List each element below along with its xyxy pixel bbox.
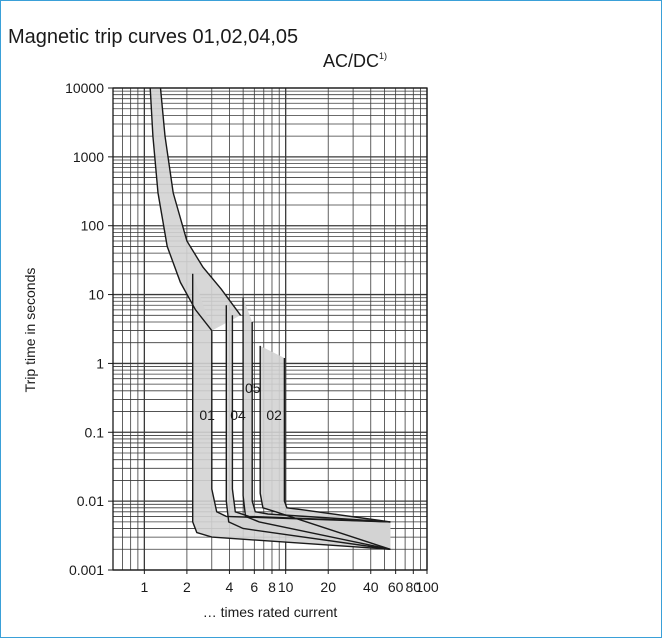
x-tick-label: 6 bbox=[250, 579, 258, 595]
y-tick-label: 1 bbox=[96, 355, 104, 371]
subtitle-footnote: 1) bbox=[379, 51, 388, 61]
common-band-lower-line bbox=[149, 87, 213, 332]
y-tick-label: 10 bbox=[88, 287, 104, 303]
series-04-upper-line bbox=[231, 315, 391, 523]
series-05-lower-line bbox=[242, 297, 391, 550]
y-tick-label: 0.01 bbox=[77, 493, 104, 509]
plot-border bbox=[112, 87, 428, 571]
curve-label-04: 04 bbox=[230, 407, 246, 423]
curve-labels: 01 04 05 02 bbox=[199, 380, 282, 423]
curve-label-02: 02 bbox=[266, 407, 282, 423]
x-tick-label: 1 bbox=[140, 579, 148, 595]
x-tick-label: 2 bbox=[183, 579, 191, 595]
series-04-lower-line bbox=[225, 305, 391, 550]
x-tick-label: 4 bbox=[226, 579, 234, 595]
chart-subtitle: AC/DC1) bbox=[323, 51, 387, 72]
x-tick-label: 80 bbox=[406, 579, 422, 595]
x-tick-label: 20 bbox=[320, 579, 336, 595]
series-01-lower-line bbox=[192, 273, 391, 550]
y-tick-label: 0.1 bbox=[85, 424, 105, 440]
x-tick-label: 100 bbox=[415, 579, 439, 595]
y-tick-label: 0.001 bbox=[69, 562, 104, 578]
y-tick-label: 100 bbox=[81, 218, 105, 234]
curve-label-05: 05 bbox=[245, 380, 261, 396]
series-02-upper-line bbox=[283, 358, 391, 523]
x-tick-label: 10 bbox=[278, 579, 294, 595]
series-02-lower-line bbox=[259, 345, 391, 550]
band-02-fill bbox=[260, 345, 391, 550]
x-tick-label: 8 bbox=[268, 579, 276, 595]
x-tick-label: 60 bbox=[388, 579, 404, 595]
series-01-upper-line bbox=[211, 330, 391, 523]
series-05-upper-line bbox=[251, 322, 391, 523]
chart-title: Magnetic trip curves 01,02,04,05 bbox=[8, 26, 299, 48]
y-tick-label: 10000 bbox=[65, 80, 104, 96]
common-band-upper-line bbox=[159, 87, 242, 316]
curve-bands bbox=[149, 87, 391, 550]
y-axis-label: Trip time in seconds bbox=[22, 268, 38, 393]
curve-label-01: 01 bbox=[199, 407, 215, 423]
subtitle-main: AC/DC bbox=[323, 51, 380, 71]
y-tick-label: 1000 bbox=[73, 149, 104, 165]
x-tick-label: 40 bbox=[363, 579, 379, 595]
x-axis-label: … times rated current bbox=[203, 604, 338, 620]
